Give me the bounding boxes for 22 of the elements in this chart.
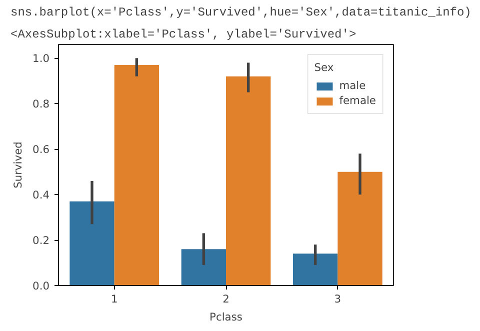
y-axis-title: Survived: [12, 142, 25, 188]
bar: [114, 64, 159, 286]
y-tick-label: 0.0: [32, 280, 50, 292]
x-tick-label: 3: [334, 292, 342, 306]
x-axis-title: Pclass: [210, 310, 243, 324]
legend-title: Sex: [314, 61, 335, 74]
y-tick-label: 0.4: [32, 188, 50, 202]
bar: [338, 172, 382, 286]
y-tick-label: 0.6: [32, 143, 50, 156]
text: sns.barplot(x='Pclass',y='Survived',hue='Sex',data=titanic_info): [10, 6, 472, 20]
text: <AxesSubplot:xlabel='Pclass', ylabel='Survived'>: [10, 28, 356, 42]
bar: [70, 201, 114, 286]
y-tick-label: 1.0: [32, 52, 50, 66]
x-tick-label: 1: [110, 292, 118, 306]
bar: [226, 76, 271, 286]
y-tick-label: 0.2: [32, 234, 50, 248]
x-tick-label: 2: [222, 292, 230, 306]
legend-label: female: [339, 94, 376, 107]
bar: [293, 254, 338, 286]
bar: [181, 249, 226, 286]
legend-label: male: [339, 79, 366, 92]
y-tick-label: 0.8: [32, 98, 50, 111]
